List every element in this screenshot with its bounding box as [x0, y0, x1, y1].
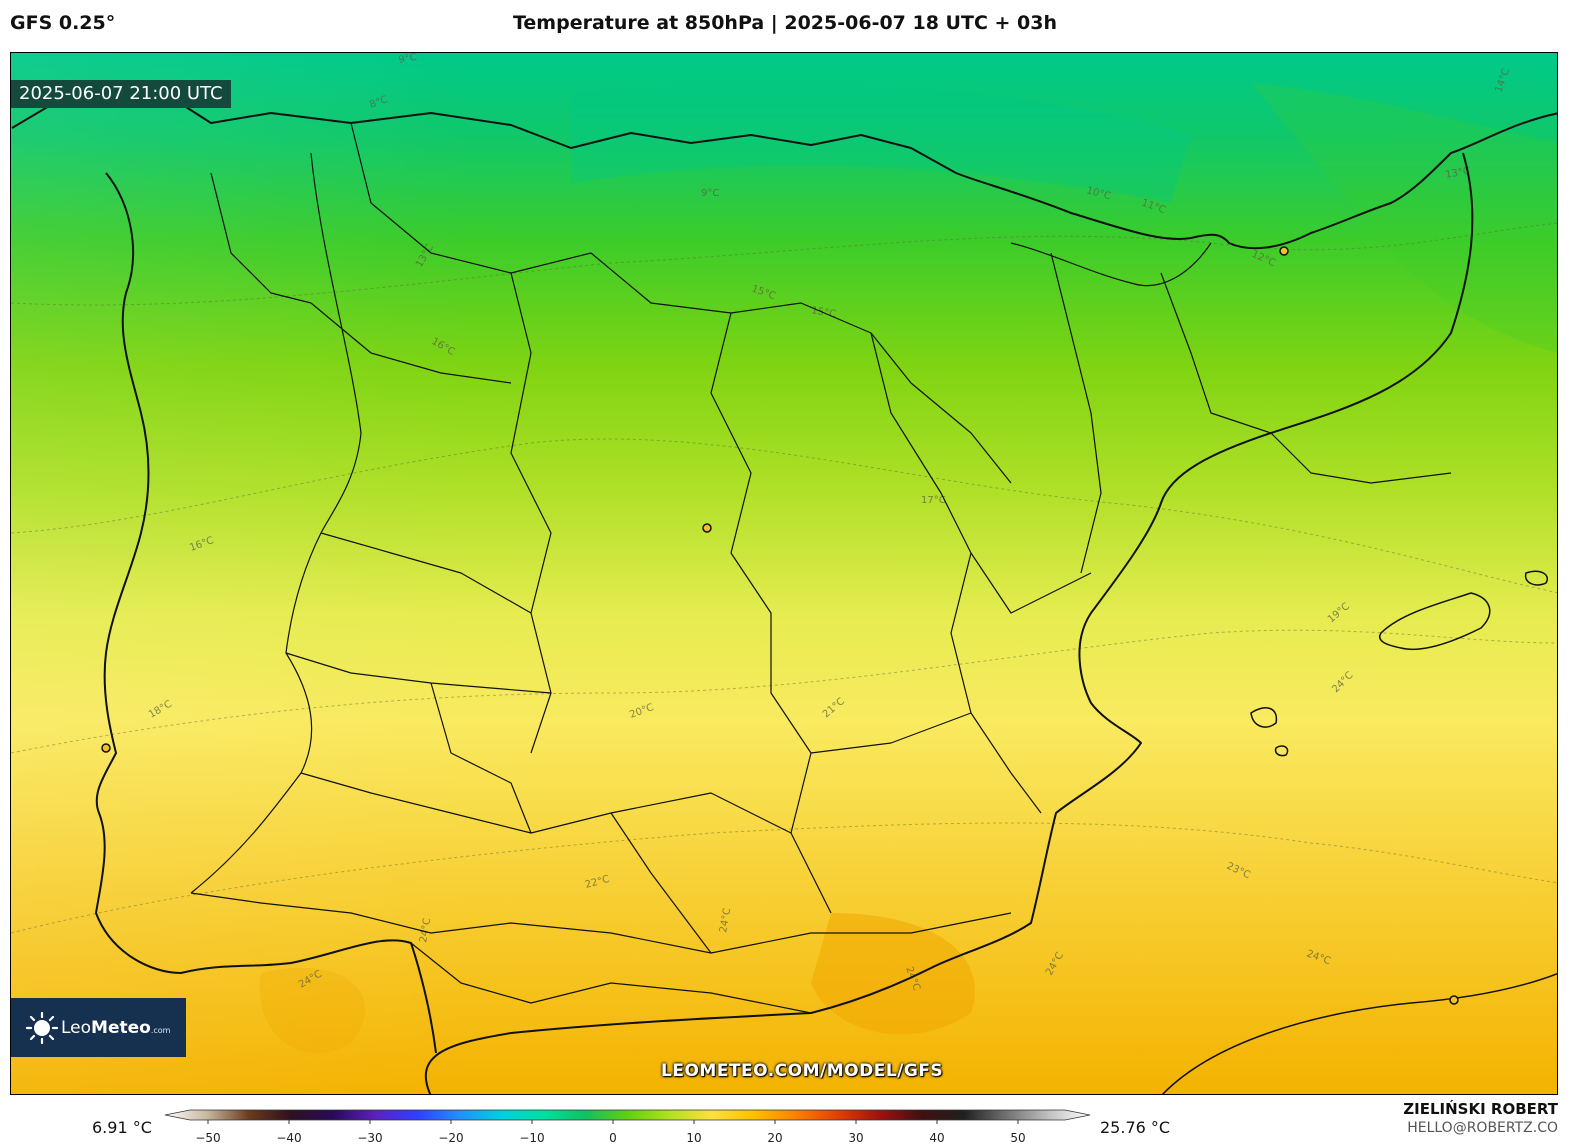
east-coast [424, 152, 1474, 1094]
contour-label: 9°C [701, 188, 719, 199]
islands [1161, 570, 1557, 1094]
colorbar-max-label: 25.76 °C [1100, 1118, 1171, 1137]
menorca [1524, 570, 1548, 586]
cold-pocket-north [571, 83, 1191, 203]
madrid-marker [702, 523, 712, 533]
colorbar-tick-label: 40 [929, 1131, 944, 1145]
map-canvas: 9°C8°C9°C 10°C11°C12°C13°C13°C14°C15°C15°… [11, 53, 1557, 1094]
colorbar-tick-label: −20 [438, 1131, 463, 1145]
contour-label: 13°C [1445, 166, 1471, 181]
french-coast [955, 112, 1557, 250]
colorbar-tick-label: −10 [519, 1131, 544, 1145]
lisboa-marker [101, 743, 111, 753]
contour-label: 17°C [921, 495, 946, 506]
colorbar-tick-label: 10 [686, 1131, 701, 1145]
cool-pocket-northeast [1251, 83, 1557, 353]
west-coast [95, 172, 437, 1054]
barcelona-marker [1279, 246, 1289, 256]
temperature-map[interactable]: 9°C 8°C 9°C 10°C 11°C 12°C 13°C 13°C 14°C 15°C 15°… [10, 52, 1558, 1095]
contour-label: 24°C [718, 907, 733, 933]
colorbar-tick-label: −50 [195, 1131, 220, 1145]
contour-label: 9°C [398, 53, 418, 66]
colorbar-tick-label: −40 [276, 1131, 301, 1145]
colorbar-tick-label: 20 [767, 1131, 782, 1145]
colorbar-tick-label: 30 [848, 1131, 863, 1145]
warm-pocket-southwest [259, 967, 366, 1054]
valid-time-badge: 2025-06-07 21:00 UTC [11, 80, 231, 108]
colorbar-tick-label: 50 [1010, 1131, 1025, 1145]
city-markers [101, 246, 1459, 1005]
contour-label: 24°C [418, 917, 433, 943]
model-name: GFS 0.25° [10, 12, 116, 34]
author-email: HELLO@ROBERTZ.CO [1407, 1120, 1558, 1136]
isotherms [11, 222, 1557, 934]
colorbar-min-label: 6.91 °C [92, 1118, 152, 1137]
north-africa-coast [1161, 972, 1557, 1094]
borders [190, 122, 1452, 1014]
author-name: ZIELIŃSKI ROBERT [1403, 1100, 1558, 1118]
leometeo-logo[interactable]: LeoMeteo.com [11, 998, 186, 1057]
colorbar: −50 −40 −30 −20 −10 0 10 20 30 40 50 [164, 1109, 1091, 1145]
coastlines [11, 90, 1557, 1094]
map-title: Temperature at 850hPa | 2025-06-07 18 UT… [512, 12, 1058, 34]
mallorca [1379, 592, 1491, 651]
colorbar-gradient [164, 1109, 1091, 1121]
colorbar-tick-label: −30 [357, 1131, 382, 1145]
colorbar-tick-label: 0 [609, 1131, 617, 1145]
ibiza [1250, 707, 1278, 728]
west-shading [11, 53, 1557, 1094]
sun-icon [25, 1011, 59, 1044]
algiers-marker [1449, 995, 1459, 1005]
source-watermark: LEOMETEO.COM/MODEL/GFS [661, 1061, 944, 1081]
logo-text: LeoMeteo.com [61, 1017, 171, 1038]
formentera [1274, 745, 1289, 757]
hot-pocket-south [811, 913, 975, 1035]
